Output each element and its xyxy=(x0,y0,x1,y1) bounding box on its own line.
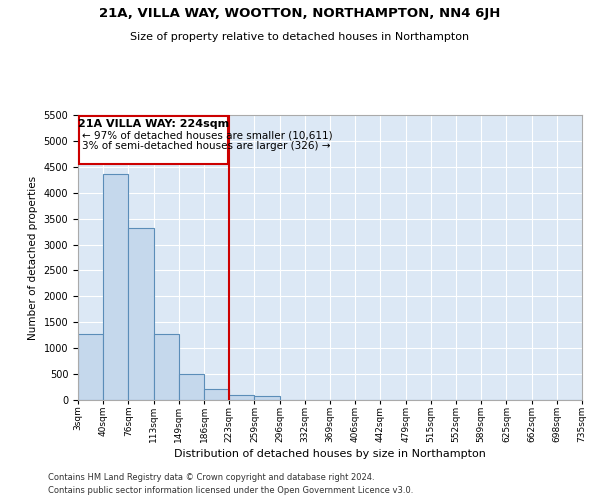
Text: Contains public sector information licensed under the Open Government Licence v3: Contains public sector information licen… xyxy=(48,486,413,495)
Bar xyxy=(103,174,128,400)
Bar xyxy=(254,396,280,400)
Bar xyxy=(229,395,254,400)
Bar xyxy=(78,334,103,400)
Bar xyxy=(204,388,229,400)
FancyBboxPatch shape xyxy=(79,116,228,164)
X-axis label: Distribution of detached houses by size in Northampton: Distribution of detached houses by size … xyxy=(174,449,486,459)
Text: Size of property relative to detached houses in Northampton: Size of property relative to detached ho… xyxy=(130,32,470,42)
Y-axis label: Number of detached properties: Number of detached properties xyxy=(28,176,38,340)
Text: ← 97% of detached houses are smaller (10,611): ← 97% of detached houses are smaller (10… xyxy=(82,130,333,140)
Bar xyxy=(154,334,179,400)
Text: 21A, VILLA WAY, WOOTTON, NORTHAMPTON, NN4 6JH: 21A, VILLA WAY, WOOTTON, NORTHAMPTON, NN… xyxy=(100,8,500,20)
Text: 21A VILLA WAY: 224sqm: 21A VILLA WAY: 224sqm xyxy=(78,119,229,129)
Bar xyxy=(128,228,154,400)
Text: 3% of semi-detached houses are larger (326) →: 3% of semi-detached houses are larger (3… xyxy=(82,142,331,152)
Bar xyxy=(179,374,204,400)
Text: Contains HM Land Registry data © Crown copyright and database right 2024.: Contains HM Land Registry data © Crown c… xyxy=(48,472,374,482)
